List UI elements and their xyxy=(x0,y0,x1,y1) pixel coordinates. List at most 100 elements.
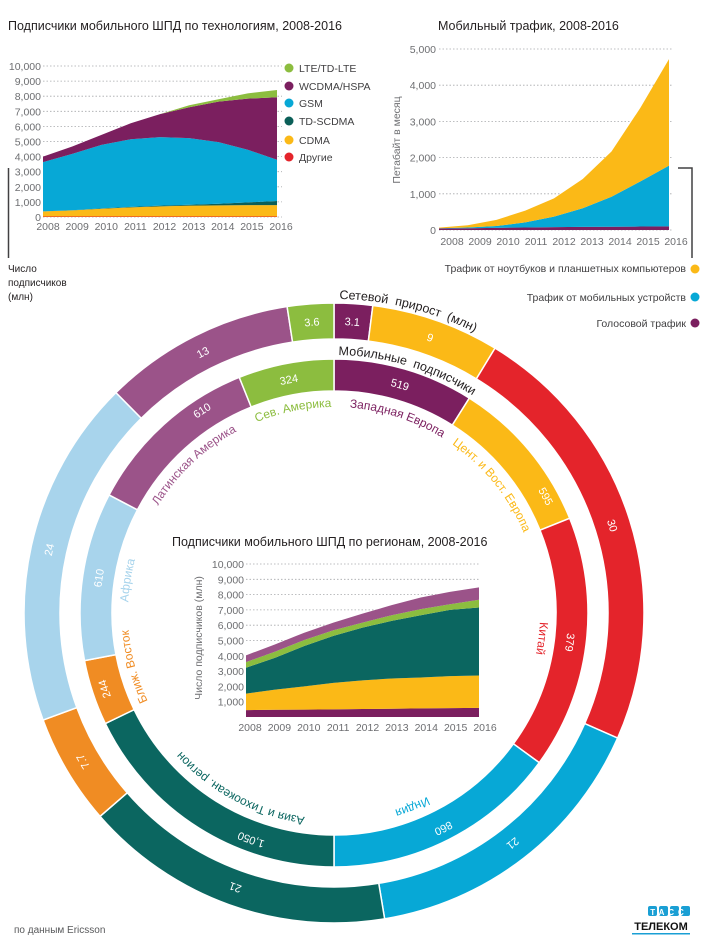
legend-swatch-mobile xyxy=(690,292,700,302)
y-tick-label: 4,000 xyxy=(218,651,244,663)
outer-ring-slice xyxy=(286,302,335,344)
y-tick-label: 5,000 xyxy=(218,636,244,648)
area-series-2 xyxy=(246,607,479,694)
y-tick-label: 1,000 xyxy=(15,197,41,209)
area-series-1 xyxy=(43,205,277,217)
logo-bottom-text: ТЕЛЕКОМ xyxy=(634,921,688,933)
logo-badges xyxy=(648,906,690,916)
region-chart-plot: 1,000 2,000 3,000 4,000 5,000 6,000 7,000 8,000… xyxy=(212,559,497,734)
legend-bracket xyxy=(678,167,693,258)
inner-slice-value: 610 xyxy=(92,568,107,588)
outer-ring-slice xyxy=(23,391,143,722)
area-series-1 xyxy=(246,675,479,711)
outer-slice-value: 24 xyxy=(43,542,57,557)
inner-slice-value-path-text: 244 xyxy=(97,678,114,699)
y-tick-label: 9,000 xyxy=(218,574,244,586)
outer-ring-title-word: Сетевой xyxy=(339,288,389,307)
outer-slice-value: 30 xyxy=(604,518,619,533)
area-series-5 xyxy=(43,90,277,157)
x-tick-label: 2010 xyxy=(496,236,520,248)
x-tick-label: 2008 xyxy=(440,236,464,248)
traffic-ylabel: Петабайт в месяц xyxy=(391,96,403,183)
tech-chart-plot: 0 1,000 2,000 3,000 4,000 5,000 6,000 7,000 8,00… xyxy=(9,61,293,233)
y-tick-label: 3,000 xyxy=(15,167,41,179)
y-tick-label: 0 xyxy=(430,225,436,237)
x-tick-label: 2013 xyxy=(580,236,604,248)
outer-ring-title-word-path-text: Сетевой xyxy=(339,288,389,307)
legend-label-cdma: CDMA xyxy=(299,135,330,147)
legend-swatch-other xyxy=(284,152,294,162)
outer-slice-value-path-text: 21 xyxy=(228,879,244,894)
legend-swatch-cdma xyxy=(284,135,294,145)
y-tick-label: 6,000 xyxy=(218,620,244,632)
x-tick-label: 2016 xyxy=(473,722,497,734)
inner-slice-value: 244 xyxy=(97,678,114,699)
legend-swatch-lte xyxy=(284,63,294,73)
tech-subscribers-chart: Подписчики мобильного ШПД по технологиям… xyxy=(7,19,371,303)
area-series-4 xyxy=(246,587,479,663)
outer-slice-value: 3.1 xyxy=(344,316,360,329)
y-tick-label: 10,000 xyxy=(212,559,244,571)
x-tick-label: 2012 xyxy=(356,722,380,734)
inner-slice-value: 379 xyxy=(562,633,576,653)
legend-swatch-voice xyxy=(690,318,700,328)
legend-label-tdscdma: TD-SCDMA xyxy=(299,116,354,128)
x-tick-label: 2015 xyxy=(444,722,468,734)
outer-slice-value: 3.6 xyxy=(304,316,320,329)
outer-slice-value: 9 xyxy=(425,332,435,345)
y-tick-label: 3,000 xyxy=(218,666,244,678)
outer-slice-value-path-text: 9 xyxy=(425,332,435,345)
legend-swatch-wcdma xyxy=(284,81,294,91)
area-series-2 xyxy=(439,59,669,229)
x-tick-label: 2011 xyxy=(525,236,548,248)
outer-slice-value-path-text: 3.6 xyxy=(304,316,320,329)
area-series-4 xyxy=(43,97,277,163)
x-tick-label: 2016 xyxy=(664,236,688,248)
x-tick-label: 2014 xyxy=(415,722,439,734)
outer-slice-value-path-text: 3.1 xyxy=(344,316,360,329)
region-name-label-path-text: Китай xyxy=(533,622,551,656)
legend-label-gsm: GSM xyxy=(299,98,323,110)
y-tick-label: 2,000 xyxy=(15,182,41,194)
inner-slice-value-path-text: 610 xyxy=(92,568,107,588)
outer-slice-value: 21 xyxy=(504,834,521,851)
legend-swatch-tdscdma xyxy=(284,116,294,126)
y-tick-label: 4,000 xyxy=(15,152,41,164)
x-tick-label: 2012 xyxy=(552,236,576,248)
x-tick-label: 2015 xyxy=(240,221,264,233)
region-name-label: Китай xyxy=(533,622,551,656)
traffic-chart-plot: 0 1,000 2,000 3,000 4,000 5,000 2008 2009 2010 20… xyxy=(410,44,688,248)
region-subscribers-chart: Подписчики мобильного ШПД по регионам, 2… xyxy=(172,535,497,734)
x-tick-label: 2008 xyxy=(36,221,60,233)
x-tick-label: 2011 xyxy=(327,722,350,734)
outer-slice-value-path-text: 21 xyxy=(504,834,521,851)
y-tick-label: 10,000 xyxy=(9,61,41,73)
tech-legend: LTE/TD-LTE WCDMA/HSPA GSM TD-SCDMA CDMA … xyxy=(284,63,371,164)
x-tick-label: 2011 xyxy=(124,221,147,233)
x-tick-label: 2009 xyxy=(268,722,292,734)
y-tick-label: 8,000 xyxy=(218,590,244,602)
y-tick-label: 0 xyxy=(35,212,41,224)
tech-chart-title: Подписчики мобильного ШПД по технологиям… xyxy=(8,19,342,33)
y-tick-label: 8,000 xyxy=(15,91,41,103)
region-name-label: Африка xyxy=(117,556,138,602)
tass-telecom-logo: ТАСС ТЕЛЕКОМ xyxy=(632,906,690,935)
legend-label-lte: LTE/TD-LTE xyxy=(299,63,356,75)
legend-label-mobile: Трафик от мобильных устройств xyxy=(527,292,687,304)
x-tick-label: 2013 xyxy=(182,221,206,233)
y-tick-label: 5,000 xyxy=(410,44,436,56)
area-series-0 xyxy=(246,707,479,717)
tech-ylabel-line3: (млн) xyxy=(8,292,33,303)
x-tick-label: 2014 xyxy=(211,221,235,233)
inner-slice-value-path-text: 519 xyxy=(389,377,410,394)
x-tick-label: 2010 xyxy=(95,221,119,233)
traffic-chart: Мобильный трафик, 2008-2016 0 1,000 2,000 3… xyxy=(391,19,700,330)
y-tick-label: 6,000 xyxy=(15,121,41,133)
area-series-3 xyxy=(246,599,479,668)
legend-label-wcdma: WCDMA/HSPA xyxy=(299,81,371,93)
y-tick-label: 1,000 xyxy=(410,189,436,201)
y-tick-label: 4,000 xyxy=(410,80,436,92)
inner-ring-slice xyxy=(238,358,335,408)
legend-swatch-laptop xyxy=(690,264,700,274)
